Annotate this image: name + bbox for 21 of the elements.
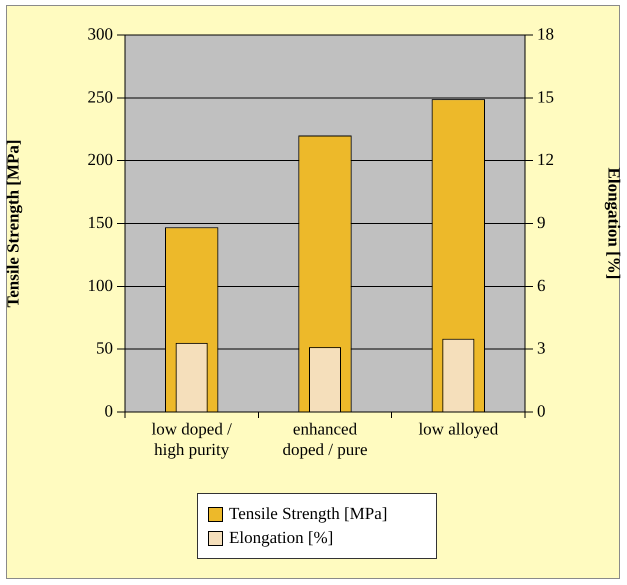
y2-tick-label: 6 — [537, 276, 546, 295]
x-tick-label: enhanced doped / pure — [282, 420, 368, 460]
y-tick-label: 100 — [88, 276, 113, 295]
y2-axis-title: Elongation [%] — [604, 168, 624, 280]
y2-tick-label: 9 — [537, 212, 546, 232]
y2-tick-label: 12 — [537, 150, 554, 170]
y2-tick-label: 0 — [537, 401, 546, 420]
y-tick-label: 250 — [88, 87, 113, 106]
y-tick-label: 150 — [88, 212, 113, 232]
y2-tick-label: 3 — [537, 338, 546, 358]
x-tick-label: low doped / high purity — [152, 420, 232, 460]
legend-label: Tensile Strength [MPa] — [229, 503, 388, 525]
y-axis-title: Tensile Strength [MPa] — [4, 139, 23, 308]
legend-label: Elongation [%] — [229, 527, 334, 549]
x-tick-label: low alloyed — [418, 420, 499, 439]
y-tick-label: 200 — [88, 150, 113, 170]
y-tick-label: 50 — [96, 338, 113, 358]
y2-tick-label: 15 — [537, 87, 554, 106]
y-tick-label: 300 — [88, 24, 113, 44]
y-tick-label: 0 — [104, 401, 113, 420]
y2-tick-label: 18 — [537, 24, 554, 44]
